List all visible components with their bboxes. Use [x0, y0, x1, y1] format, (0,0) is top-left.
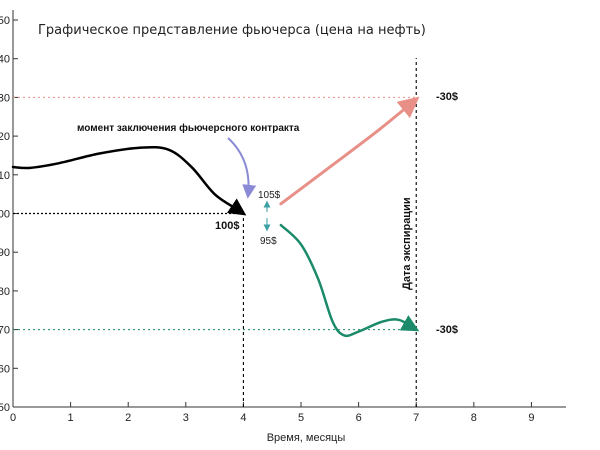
series-group	[11, 96, 420, 338]
y-tick-label: 50	[0, 402, 10, 414]
y-tick-label: 100	[0, 209, 10, 221]
contract-moment-label: момент заключения фьючерсного контракта	[77, 122, 300, 134]
start-price-label: 100$	[215, 220, 239, 232]
price-down-label: 95$	[260, 236, 277, 247]
x-tick-label: 1	[68, 412, 74, 424]
y-tick-label: 130	[0, 92, 10, 104]
x-tick-label: 2	[125, 412, 131, 424]
y-tick-label: 90	[0, 247, 10, 259]
annotations: момент заключения фьючерсного контракта 1…	[77, 91, 458, 336]
x-axis-label: Время, месяцы	[267, 432, 346, 444]
x-tick-label: 6	[356, 412, 362, 424]
x-tick-label: 5	[298, 412, 304, 424]
series-line-price-history	[11, 145, 247, 216]
x-tick-label: 9	[528, 412, 534, 424]
x-tick-label: 4	[240, 412, 246, 424]
contract-moment-arrow	[227, 137, 257, 199]
chart-title: Графическое представление фьючерса (цена…	[38, 23, 426, 38]
expiration-date-label: Дата экспирации	[401, 197, 413, 290]
price-up-label: 105$	[258, 190, 281, 201]
x-tick-label: 7	[413, 412, 419, 424]
y-tick-label: 70	[0, 325, 10, 337]
x-tick-label: 3	[183, 412, 189, 424]
series-line-price-down	[279, 223, 420, 338]
result-bottom-label: -30$	[436, 324, 458, 336]
axes: 0 1 2 3 4 5 6 7 8 9 50 60 70 80 90 100 110 120 130 140 150	[0, 10, 566, 424]
y-tick-label: 150	[0, 15, 10, 27]
x-tick-label: 8	[471, 412, 477, 424]
y-tick-label: 110	[0, 170, 10, 182]
series-line-price-up	[279, 96, 420, 206]
x-tick-label: 0	[10, 412, 16, 424]
result-top-label: -30$	[436, 91, 458, 103]
y-tick-label: 60	[0, 363, 10, 375]
y-tick-label: 120	[0, 131, 10, 143]
y-tick-label: 140	[0, 54, 10, 66]
y-tick-label: 80	[0, 286, 10, 298]
reference-lines: Дата экспирации	[13, 58, 417, 407]
